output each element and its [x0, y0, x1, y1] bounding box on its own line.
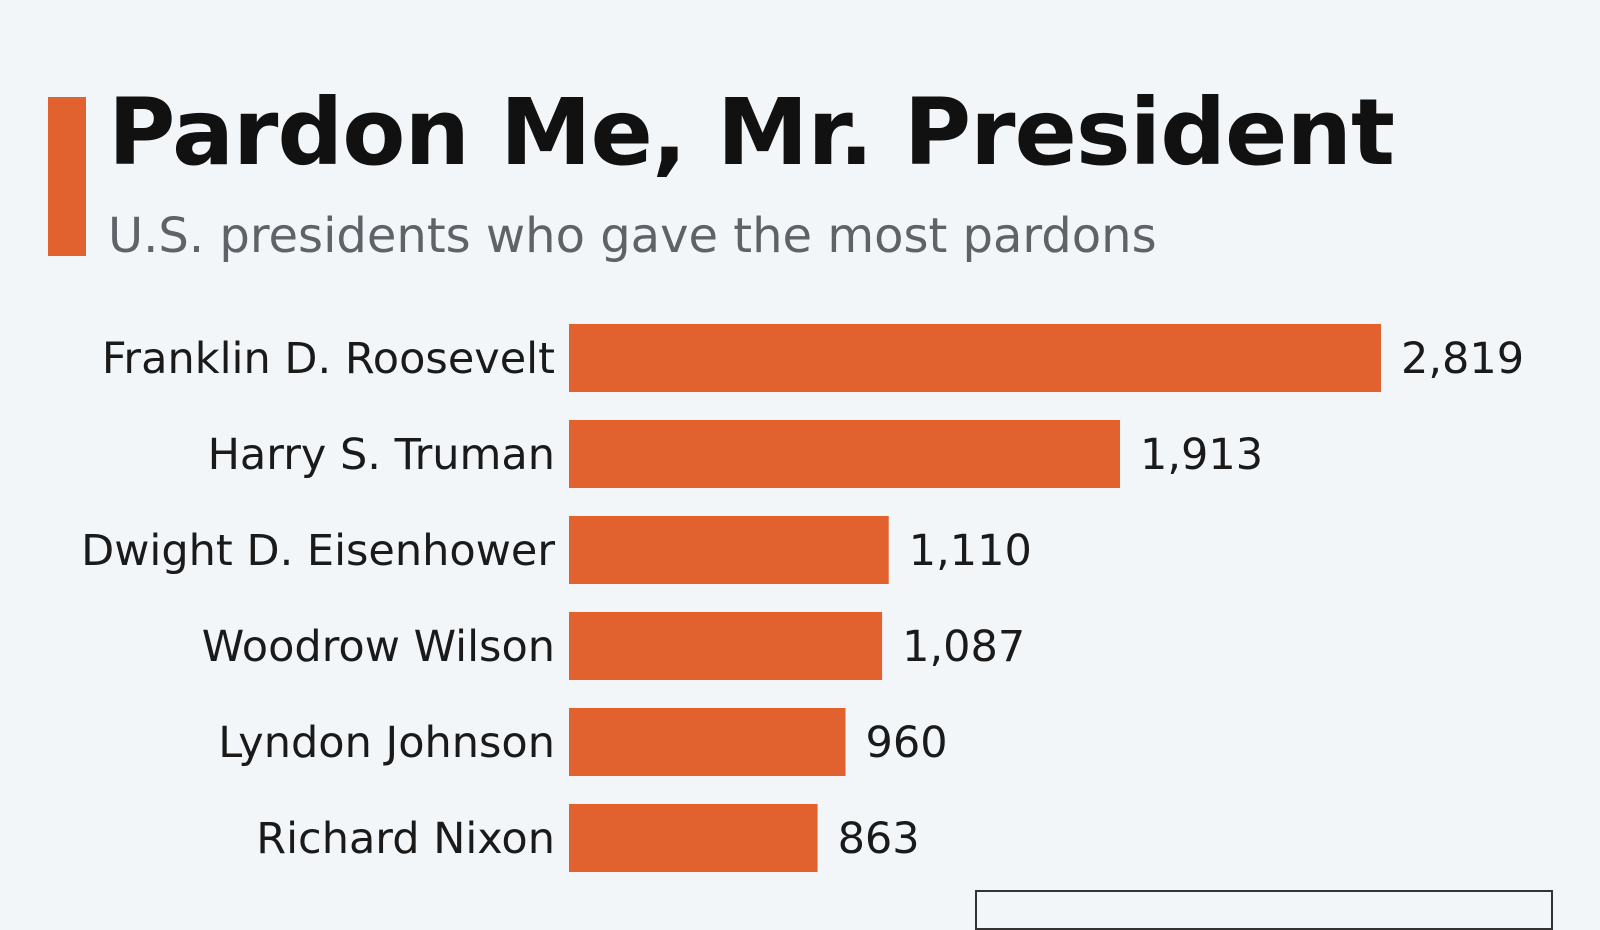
value-label: 2,819	[1401, 334, 1524, 384]
category-label: Harry S. Truman	[208, 430, 555, 480]
category-label: Franklin D. Roosevelt	[102, 334, 555, 384]
bar-2	[569, 516, 889, 584]
bar-4	[569, 708, 846, 776]
title-accent-bar	[48, 97, 86, 256]
category-label: Richard Nixon	[256, 814, 555, 864]
chart-subtitle: U.S. presidents who gave the most pardon…	[108, 208, 1157, 264]
bar-chart: Franklin D. Roosevelt 2,819 Harry S. Truma…	[81, 324, 1524, 872]
category-label: Dwight D. Eisenhower	[81, 526, 555, 576]
source-box	[975, 890, 1553, 930]
category-label: Woodrow Wilson	[202, 622, 555, 672]
bar-1	[569, 420, 1121, 488]
value-label: 863	[838, 814, 920, 864]
value-label: 1,110	[909, 526, 1032, 576]
chart-title: Pardon Me, Mr. President	[108, 79, 1395, 186]
value-label: 1,913	[1140, 430, 1263, 480]
bar-3	[569, 612, 883, 680]
bar-5	[569, 804, 818, 872]
category-label: Lyndon Johnson	[218, 718, 555, 768]
value-label: 960	[866, 718, 948, 768]
bar-0	[569, 324, 1381, 392]
value-label: 1,087	[902, 622, 1025, 672]
